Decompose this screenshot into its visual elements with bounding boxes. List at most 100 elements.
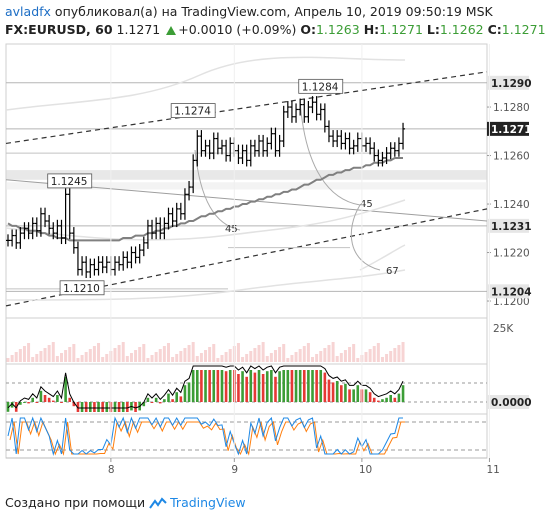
volume-bar: [150, 355, 154, 362]
price-bar: [170, 207, 175, 228]
price-bar: [326, 120, 331, 143]
osc-bar: [6, 402, 10, 412]
osc-bar: [257, 370, 261, 402]
price-bar: [252, 139, 257, 157]
volume-bar: [216, 358, 220, 362]
volume-bar: [97, 343, 101, 362]
created-with-text: Создано при помощи: [5, 495, 146, 510]
volume-bar: [10, 355, 14, 362]
osc-bar: [97, 402, 100, 412]
volume-bar: [55, 356, 59, 362]
envelope-lower-2: [5, 269, 406, 301]
price-bar: [195, 130, 200, 167]
y-tick-label: 1.1220: [493, 248, 530, 260]
volume-bar: [224, 352, 228, 362]
price-label-box: [47, 173, 93, 189]
volume-bar: [47, 345, 51, 362]
envelope-tail: [359, 244, 406, 271]
volume-bar: [352, 344, 356, 362]
price-bar: [141, 236, 146, 257]
price-bar: [228, 137, 233, 162]
osc-bar: [76, 402, 80, 412]
stoch-k-line: [7, 416, 403, 456]
price-bar: [14, 229, 19, 249]
volume-bar: [364, 352, 368, 362]
osc-bar: [274, 376, 277, 402]
volume-bar: [339, 353, 343, 362]
price-bar: [30, 217, 35, 240]
volume-bar: [348, 347, 352, 362]
osc-bar: [237, 374, 240, 402]
volume-bar: [253, 348, 257, 362]
osc-bar: [389, 395, 392, 402]
osc-bar: [179, 396, 183, 402]
osc-bar: [224, 371, 228, 402]
volume-bar: [261, 342, 265, 362]
time-arc: [299, 99, 361, 206]
volume-bar: [27, 343, 31, 362]
price-bar: [191, 154, 196, 194]
volume-bar: [129, 353, 133, 362]
osc-bar: [315, 370, 318, 402]
volume-bar: [249, 351, 253, 362]
osc-bar: [368, 392, 372, 402]
volume-bar: [138, 347, 142, 362]
volume-bar: [401, 342, 405, 362]
volume-bar: [113, 348, 117, 362]
osc-bar: [64, 376, 67, 402]
volume-bar: [6, 358, 10, 362]
volume-bar: [146, 358, 150, 362]
channel-upper-line: [5, 71, 488, 145]
tradingview-link[interactable]: TradingView: [149, 495, 246, 510]
osc-bar: [60, 402, 63, 403]
level-label: 1.1290: [491, 78, 532, 90]
price-bar: [396, 137, 401, 157]
volume-bar: [39, 351, 43, 362]
osc-bar: [393, 397, 397, 402]
volume-bar: [14, 352, 18, 362]
volume-bar: [179, 351, 183, 362]
price-bar: [104, 256, 109, 274]
volume-bar: [92, 346, 96, 362]
price-bar: [96, 256, 101, 276]
osc-bar: [294, 370, 298, 402]
volume-bar: [311, 357, 315, 362]
price-bar: [211, 132, 216, 160]
osc-bar: [68, 397, 72, 402]
price-bar: [207, 139, 212, 160]
volume-bar: [356, 358, 360, 362]
price-bar: [355, 132, 360, 152]
tradingview-logo-icon: [149, 496, 167, 509]
osc-bar: [253, 372, 257, 402]
osc-bar: [121, 402, 125, 412]
osc-bar: [356, 385, 360, 402]
osc-bar: [43, 395, 47, 402]
volume-bar: [117, 345, 121, 362]
volume-bar: [22, 346, 26, 362]
osc-bar: [377, 400, 380, 402]
level-tag: [487, 218, 529, 233]
volume-bar: [212, 344, 216, 362]
price-bar: [392, 142, 397, 157]
osc-bar: [154, 397, 158, 402]
price-bar: [112, 256, 117, 276]
close-value: 1.1271: [501, 22, 546, 37]
author-name[interactable]: avladfx: [5, 4, 51, 19]
price-bar: [100, 256, 105, 274]
volume-bar: [278, 347, 282, 362]
tradingview-brand: TradingView: [170, 495, 246, 510]
level-tag: [487, 284, 529, 299]
volume-bar: [121, 342, 125, 362]
volume-bar: [257, 345, 261, 362]
volume-bar: [195, 356, 199, 362]
volume-bar: [273, 350, 277, 362]
volume-bar: [319, 351, 323, 362]
price-bar: [55, 219, 60, 240]
price-bar: [88, 258, 93, 278]
level-label: 1.1271: [491, 124, 532, 136]
price-bar: [80, 256, 85, 276]
osc-bar: [27, 402, 30, 404]
price-bar: [339, 130, 344, 150]
osc-signal-line: [7, 365, 404, 409]
